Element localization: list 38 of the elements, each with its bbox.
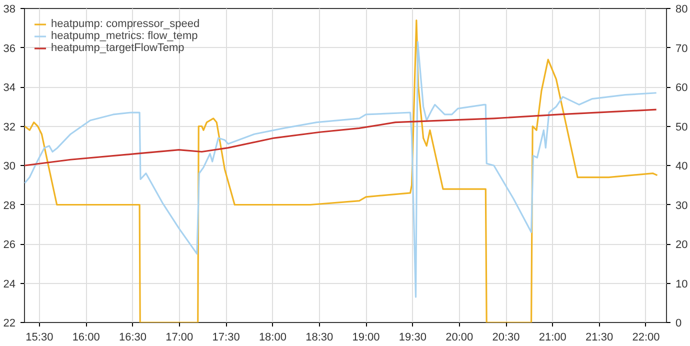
x-tick-label: 17:00 <box>166 332 194 344</box>
line-series <box>24 19 658 322</box>
y2-tick-label: 20 <box>676 239 688 251</box>
y-tick-label: 22 <box>3 318 16 330</box>
line-series <box>24 108 658 166</box>
legend-label: heatpump_targetFlowTemp <box>51 42 184 54</box>
y2-tick-label: 60 <box>676 82 688 94</box>
y2-tick-label: 0 <box>676 318 682 330</box>
x-tick-label: 20:30 <box>492 332 520 344</box>
legend-label: heatpump: compressor_speed <box>51 18 200 30</box>
x-tick-label: 18:00 <box>258 332 286 344</box>
y-tick-label: 24 <box>3 278 16 290</box>
x-tick-label: 21:30 <box>586 332 614 344</box>
x-tick-label: 18:30 <box>306 332 334 344</box>
y-tick-label: 30 <box>3 160 16 172</box>
x-tick-label: 17:30 <box>212 332 240 344</box>
x-tick-label: 20:00 <box>446 332 474 344</box>
legend-label: heatpump_metrics: flow_temp <box>51 30 198 42</box>
y-tick-label: 36 <box>3 42 16 55</box>
x-tick-label: 16:00 <box>72 332 100 344</box>
y-tick-label: 38 <box>3 4 16 16</box>
y2-tick-label: 50 <box>676 121 688 134</box>
y2-tick-label: 30 <box>676 200 688 212</box>
y-tick-label: 28 <box>3 200 16 212</box>
y2-tick-label: 70 <box>676 42 688 55</box>
y2-tick-label: 40 <box>676 160 688 172</box>
y-tick-label: 32 <box>3 121 16 134</box>
line-series <box>24 41 658 298</box>
x-tick-label: 16:30 <box>118 332 147 344</box>
y-tick-label: 34 <box>3 82 16 94</box>
x-tick-label: 22:00 <box>632 332 660 344</box>
x-tick-label: 15:30 <box>26 332 54 344</box>
y2-tick-label: 80 <box>676 4 688 16</box>
y2-tick-label: 10 <box>676 278 688 290</box>
x-tick-label: 19:00 <box>352 332 380 344</box>
x-tick-label: 21:00 <box>538 332 566 344</box>
y-tick-label: 26 <box>3 239 16 251</box>
x-tick-label: 19:30 <box>398 332 426 344</box>
